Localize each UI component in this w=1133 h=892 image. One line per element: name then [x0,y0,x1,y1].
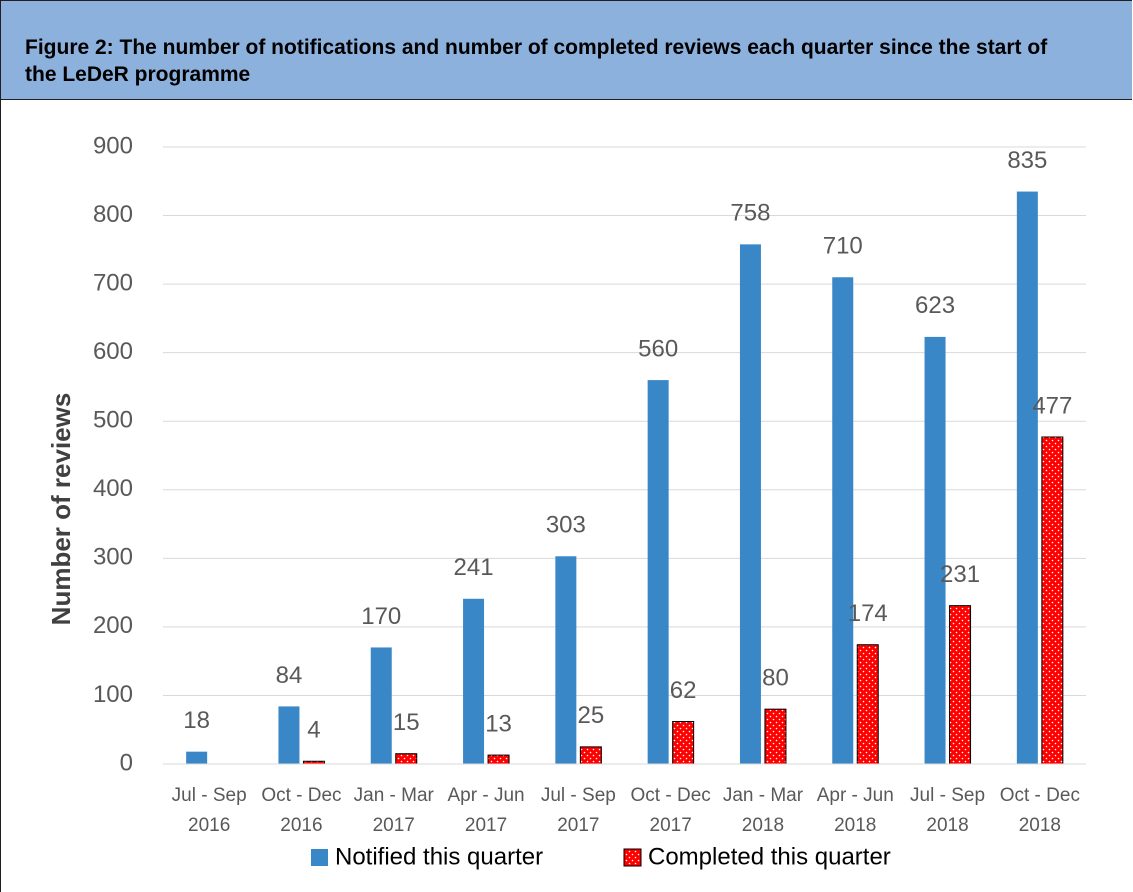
bar [672,720,695,765]
data-label: 18 [183,707,210,734]
x-tick-label: 2017 [650,815,692,836]
bar [647,380,669,764]
bar [924,336,946,764]
data-label: 4 [307,717,320,744]
legend-label: Notified this quarter [335,843,543,870]
x-tick-label: 2018 [926,815,968,836]
y-tick-label: 800 [93,201,133,228]
x-tick-label: 2017 [465,815,507,836]
bar [1041,436,1064,765]
bar [832,277,854,764]
data-label: 62 [670,677,697,704]
data-label: 84 [276,662,303,689]
bar [579,746,602,765]
legend-swatch [623,848,642,867]
y-tick-label: 400 [93,475,133,502]
y-tick-label: 300 [93,544,133,571]
x-tick-label: 2016 [188,815,230,836]
bar [1016,191,1038,765]
y-tick-label: 0 [120,749,133,776]
x-tick-label: Apr - Jun [817,785,894,806]
bar [739,244,761,765]
data-label: 623 [915,292,955,319]
y-tick-label: 600 [93,338,133,365]
data-label: 25 [577,702,604,729]
legend-swatch [311,849,328,866]
x-tick-label: Oct - Dec [1000,785,1080,806]
x-tick-label: Oct - Dec [631,785,711,806]
y-tick-label: 500 [93,407,133,434]
figure-title: Figure 2: The number of notifications an… [1,1,1132,100]
y-tick-label: 900 [93,132,133,159]
bar [949,605,972,765]
x-tick-label: Apr - Jun [448,785,525,806]
y-tick-label: 200 [93,612,133,639]
bar [370,647,392,764]
bar [463,598,485,764]
x-tick-label: 2016 [280,815,322,836]
bar [395,753,418,765]
y-tick-label: 100 [93,681,133,708]
data-label: 80 [762,664,789,691]
data-label: 560 [638,335,678,362]
bar [856,644,879,765]
x-tick-label: 2017 [373,815,415,836]
data-label: 231 [940,561,980,588]
bar [764,708,787,765]
data-label: 170 [361,603,401,630]
x-tick-label: 2018 [1019,815,1061,836]
y-tick-label: 700 [93,269,133,296]
x-tick-label: 2018 [834,815,876,836]
data-label: 241 [454,554,494,581]
x-tick-label: Jul - Sep [910,785,985,806]
x-tick-label: Jul - Sep [172,785,247,806]
x-tick-label: Jan - Mar [723,785,804,806]
y-axis-label: Number of reviews [46,393,76,626]
x-tick-label: Jan - Mar [354,785,435,806]
x-tick-label: Oct - Dec [261,785,341,806]
data-label: 174 [848,600,888,627]
x-tick-label: 2017 [557,815,599,836]
legend-label: Completed this quarter [648,843,891,870]
data-label: 710 [823,233,863,260]
bar [555,556,577,764]
bar [487,754,510,765]
bar [278,706,300,764]
data-label: 477 [1032,392,1072,419]
x-tick-label: Jul - Sep [541,785,616,806]
data-label: 13 [485,710,512,737]
data-label: 835 [1007,147,1047,174]
data-label: 15 [393,709,420,736]
x-tick-label: 2018 [742,815,784,836]
bar [186,751,208,764]
data-label: 303 [546,512,586,539]
data-label: 758 [730,200,770,227]
